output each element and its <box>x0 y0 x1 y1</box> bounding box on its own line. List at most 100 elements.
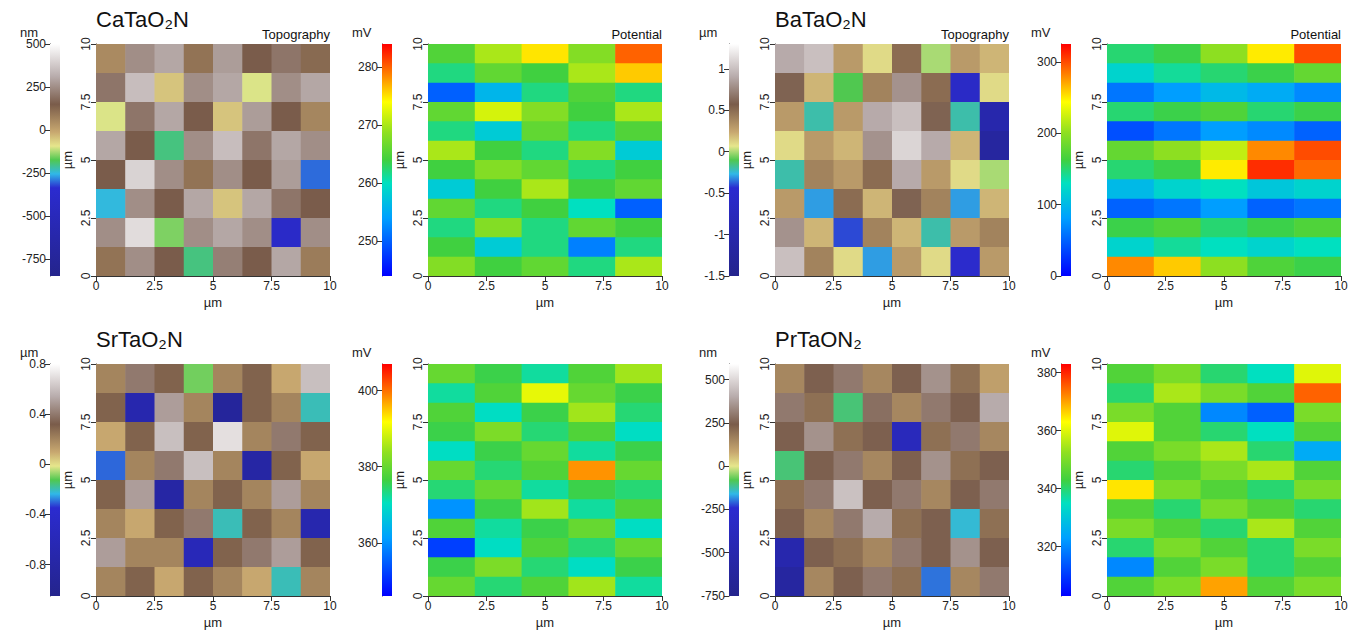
svg-text:0: 0 <box>93 599 100 613</box>
svg-text:BaTaO₂N: BaTaO₂N <box>775 7 867 32</box>
svg-text:2.5: 2.5 <box>411 529 425 546</box>
svg-text:260: 260 <box>358 176 378 190</box>
svg-text:10: 10 <box>655 279 669 293</box>
svg-text:0: 0 <box>425 279 432 293</box>
svg-text:5: 5 <box>758 156 772 163</box>
svg-text:5: 5 <box>411 156 425 163</box>
svg-text:2.5: 2.5 <box>1157 599 1174 613</box>
svg-text:2.5: 2.5 <box>825 599 842 613</box>
svg-text:CaTaO₂N: CaTaO₂N <box>96 7 189 32</box>
svg-text:10: 10 <box>411 357 425 371</box>
svg-text:0: 0 <box>411 592 425 599</box>
svg-text:7.5: 7.5 <box>263 599 280 613</box>
svg-text:7.5: 7.5 <box>758 93 772 110</box>
svg-text:2.5: 2.5 <box>411 209 425 226</box>
svg-text:0: 0 <box>772 279 779 293</box>
svg-text:10: 10 <box>323 599 337 613</box>
svg-text:360: 360 <box>1037 424 1057 438</box>
svg-text:µm: µm <box>536 295 554 310</box>
svg-text:7.5: 7.5 <box>263 279 280 293</box>
svg-text:10: 10 <box>655 599 669 613</box>
svg-text:2.5: 2.5 <box>146 279 163 293</box>
svg-text:10: 10 <box>1334 279 1348 293</box>
svg-text:1: 1 <box>718 62 725 76</box>
svg-text:500: 500 <box>705 373 725 387</box>
svg-text:-0.8: -0.8 <box>25 558 46 572</box>
svg-text:0: 0 <box>93 279 100 293</box>
svg-text:5: 5 <box>411 476 425 483</box>
svg-text:0.5: 0.5 <box>708 103 725 117</box>
svg-text:250: 250 <box>705 416 725 430</box>
svg-text:-1: -1 <box>714 228 725 242</box>
svg-text:5: 5 <box>889 279 896 293</box>
svg-text:7.5: 7.5 <box>1274 279 1291 293</box>
svg-text:5: 5 <box>79 476 93 483</box>
svg-text:10: 10 <box>1090 37 1104 51</box>
svg-text:0: 0 <box>39 123 46 137</box>
svg-text:380: 380 <box>358 460 378 474</box>
svg-text:0: 0 <box>79 592 93 599</box>
svg-text:µm: µm <box>392 471 407 489</box>
svg-text:µm: µm <box>536 615 554 630</box>
svg-text:µm: µm <box>1215 615 1233 630</box>
svg-text:Potential: Potential <box>611 27 662 42</box>
svg-text:2.5: 2.5 <box>1090 209 1104 226</box>
svg-text:-250: -250 <box>22 166 46 180</box>
svg-text:280: 280 <box>358 60 378 74</box>
svg-text:200: 200 <box>1037 126 1057 140</box>
svg-text:µm: µm <box>739 151 754 169</box>
svg-text:µm: µm <box>739 471 754 489</box>
svg-text:500: 500 <box>26 37 46 51</box>
svg-text:7.5: 7.5 <box>79 413 93 430</box>
svg-text:0.4: 0.4 <box>29 407 46 421</box>
svg-text:2.5: 2.5 <box>478 279 495 293</box>
svg-text:mV: mV <box>352 25 372 40</box>
svg-text:-0.4: -0.4 <box>25 507 46 521</box>
svg-text:320: 320 <box>1037 540 1057 554</box>
svg-text:2.5: 2.5 <box>1090 529 1104 546</box>
svg-text:0: 0 <box>718 145 725 159</box>
svg-text:5: 5 <box>210 599 217 613</box>
svg-text:0: 0 <box>1050 269 1057 283</box>
svg-text:0: 0 <box>39 457 46 471</box>
svg-text:0: 0 <box>79 272 93 279</box>
svg-text:-750: -750 <box>701 589 725 603</box>
svg-text:2.5: 2.5 <box>478 599 495 613</box>
svg-text:5: 5 <box>1090 476 1104 483</box>
svg-text:7.5: 7.5 <box>942 279 959 293</box>
svg-text:5: 5 <box>542 279 549 293</box>
svg-text:7.5: 7.5 <box>942 599 959 613</box>
svg-text:5: 5 <box>542 599 549 613</box>
svg-text:7.5: 7.5 <box>411 413 425 430</box>
svg-text:0.8: 0.8 <box>29 357 46 371</box>
svg-text:7.5: 7.5 <box>595 599 612 613</box>
svg-text:mV: mV <box>1031 345 1051 360</box>
svg-text:5: 5 <box>79 156 93 163</box>
svg-text:µm: µm <box>60 471 75 489</box>
svg-text:5: 5 <box>1221 279 1228 293</box>
svg-text:PrTaON₂: PrTaON₂ <box>775 327 862 352</box>
svg-text:10: 10 <box>1002 599 1016 613</box>
svg-text:10: 10 <box>411 37 425 51</box>
svg-text:µm: µm <box>204 295 222 310</box>
svg-text:Potential: Potential <box>1290 27 1341 42</box>
svg-text:0: 0 <box>772 599 779 613</box>
svg-text:mV: mV <box>352 345 372 360</box>
svg-text:nm: nm <box>699 345 717 360</box>
svg-text:2.5: 2.5 <box>79 209 93 226</box>
svg-text:7.5: 7.5 <box>595 279 612 293</box>
svg-text:2.5: 2.5 <box>146 599 163 613</box>
svg-text:0: 0 <box>758 592 772 599</box>
svg-text:0: 0 <box>1090 272 1104 279</box>
svg-text:5: 5 <box>889 599 896 613</box>
svg-text:250: 250 <box>358 234 378 248</box>
svg-text:10: 10 <box>79 357 93 371</box>
svg-text:10: 10 <box>1334 599 1348 613</box>
svg-text:10: 10 <box>1002 279 1016 293</box>
svg-text:250: 250 <box>26 80 46 94</box>
svg-text:2.5: 2.5 <box>825 279 842 293</box>
svg-text:-500: -500 <box>701 546 725 560</box>
svg-text:10: 10 <box>79 37 93 51</box>
svg-text:7.5: 7.5 <box>1090 93 1104 110</box>
svg-text:0: 0 <box>1104 279 1111 293</box>
